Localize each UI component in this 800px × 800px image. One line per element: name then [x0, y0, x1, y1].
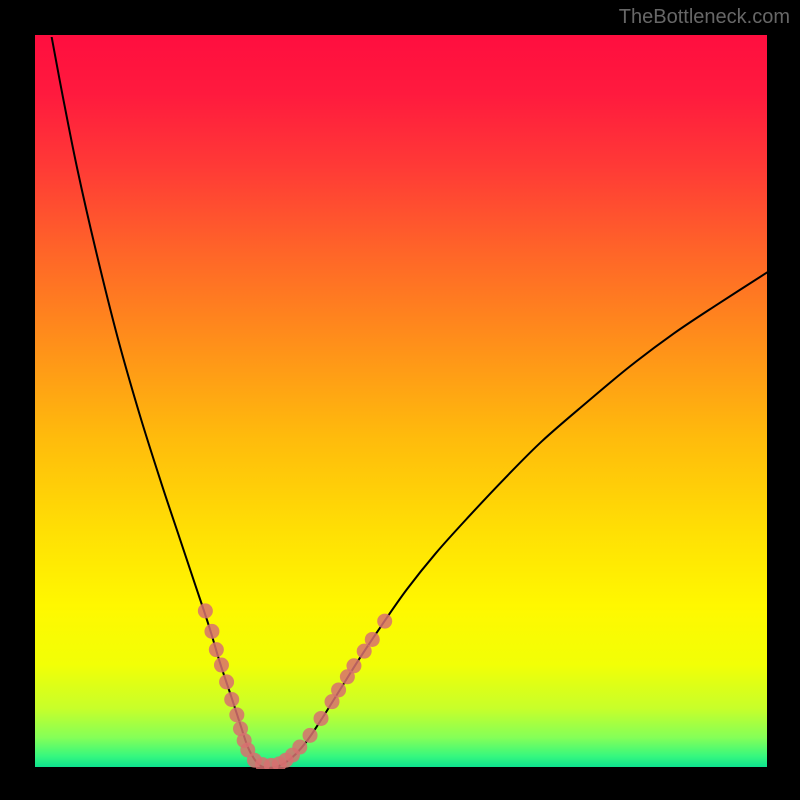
- data-marker: [214, 658, 229, 673]
- chart-stage: TheBottleneck.com: [0, 0, 800, 800]
- data-marker: [224, 692, 239, 707]
- watermark-text: TheBottleneck.com: [619, 6, 790, 29]
- data-marker: [219, 674, 234, 689]
- data-marker: [377, 614, 392, 629]
- data-marker: [204, 624, 219, 639]
- data-marker: [198, 603, 213, 618]
- data-marker: [365, 632, 380, 647]
- plot-frame: [33, 33, 769, 769]
- data-marker: [314, 711, 329, 726]
- data-marker: [331, 682, 346, 697]
- data-marker: [303, 728, 318, 743]
- data-marker: [209, 642, 224, 657]
- data-marker: [346, 658, 361, 673]
- bottleneck-curve: [52, 37, 769, 768]
- data-marker: [292, 740, 307, 755]
- plot-svg-layer: [37, 37, 769, 769]
- data-marker: [229, 707, 244, 722]
